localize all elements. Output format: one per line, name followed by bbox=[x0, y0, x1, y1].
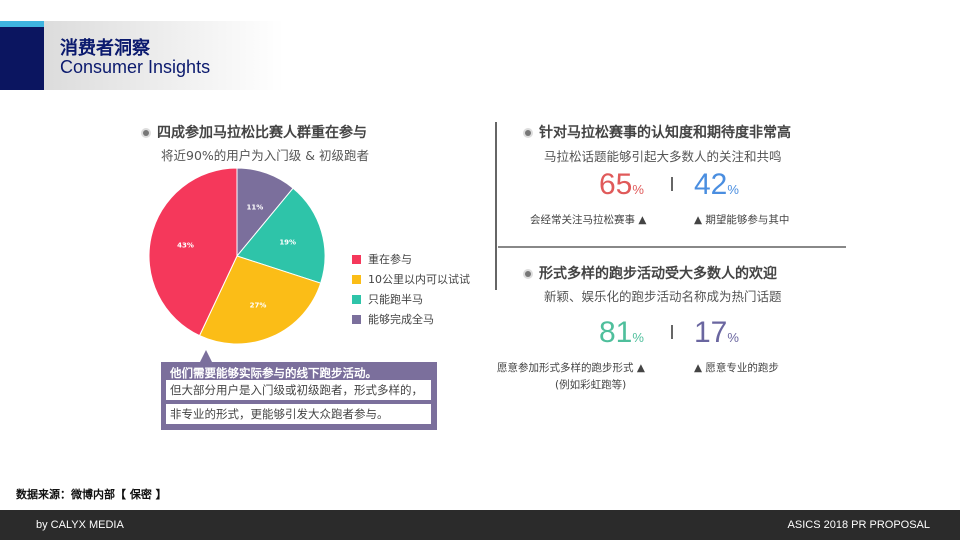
pie-slice bbox=[236, 187, 326, 284]
vertical-divider bbox=[495, 122, 497, 290]
stat-separator bbox=[671, 177, 673, 191]
stat-separator bbox=[671, 325, 673, 339]
legend-label: 能够完成全马 bbox=[368, 313, 434, 326]
stat-unit: % bbox=[632, 182, 644, 197]
stat-65: 65% bbox=[599, 168, 644, 202]
left-heading: 四成参加马拉松比赛人群重在参与 bbox=[143, 122, 367, 142]
legend-item: 能够完成全马 bbox=[352, 311, 434, 327]
header-gradient bbox=[44, 21, 284, 90]
stat-label: ▲ 期望能够参与其中 bbox=[694, 214, 790, 226]
footer-left: by CALYX MEDIA bbox=[36, 519, 124, 531]
legend-label: 10公里以内可以试试 bbox=[368, 273, 470, 286]
legend-label: 重在参与 bbox=[368, 253, 412, 266]
horizontal-divider bbox=[498, 246, 846, 248]
stat-value: 42 bbox=[694, 168, 728, 201]
header-block bbox=[0, 27, 44, 90]
s2-subheading: 新颖、娱乐化的跑步活动名称成为热门话题 bbox=[544, 289, 782, 304]
stat-value: 81 bbox=[599, 316, 633, 349]
callout-line: 非专业的形式，更能够引发大众跑者参与。 bbox=[166, 404, 431, 424]
stat-unit: % bbox=[727, 330, 739, 345]
s2-heading: 形式多样的跑步活动受大多数人的欢迎 bbox=[525, 263, 777, 283]
stat-unit: % bbox=[727, 182, 739, 197]
pie-slice bbox=[198, 255, 322, 345]
s1-subheading: 马拉松话题能够引起大多数人的关注和共鸣 bbox=[544, 149, 782, 164]
footer-bar: by CALYX MEDIA ASICS 2018 PR PROPOSAL bbox=[0, 510, 960, 540]
callout-line: 他们需要能够实际参与的线下跑步活动。 bbox=[170, 366, 377, 380]
page-subtitle: Consumer Insights bbox=[60, 57, 211, 77]
data-source: 数据来源：微博内部【 保密 】 bbox=[16, 488, 167, 501]
pie-data-label: 11% bbox=[247, 203, 264, 211]
left-subheading: 将近90%的用户为入门级 & 初级跑者 bbox=[161, 148, 369, 163]
s1-heading: 针对马拉松赛事的认知度和期待度非常高 bbox=[525, 122, 791, 142]
stat-label: 会经常关注马拉松赛事 ▲ bbox=[530, 214, 647, 226]
legend-item: 10公里以内可以试试 bbox=[352, 271, 470, 287]
bullet-icon bbox=[525, 271, 531, 277]
legend-swatch bbox=[352, 255, 361, 264]
pie-chart: 11% 19% 27% 43% bbox=[148, 167, 326, 345]
s2-heading-text: 形式多样的跑步活动受大多数人的欢迎 bbox=[539, 266, 777, 282]
callout-box: 他们需要能够实际参与的线下跑步活动。 但大部分用户是入门级或初级跑者，形式多样的… bbox=[161, 362, 437, 430]
stat-label: ▲ 愿意专业的跑步 bbox=[694, 362, 779, 374]
callout-pointer bbox=[200, 350, 212, 362]
footer-right: ASICS 2018 PR PROPOSAL bbox=[787, 519, 930, 531]
header-accent-bar bbox=[0, 21, 44, 27]
stat-81: 81% bbox=[599, 316, 644, 350]
legend-label: 只能跑半马 bbox=[368, 293, 423, 306]
legend-item: 只能跑半马 bbox=[352, 291, 423, 307]
legend-item: 重在参与 bbox=[352, 251, 412, 267]
stat-42: 42% bbox=[694, 168, 739, 202]
stat-17: 17% bbox=[694, 316, 739, 350]
bullet-icon bbox=[143, 130, 149, 136]
stat-unit: % bbox=[632, 330, 644, 345]
pie-data-label: 27% bbox=[250, 301, 267, 309]
stat-value: 17 bbox=[694, 316, 728, 349]
legend-swatch bbox=[352, 275, 361, 284]
s1-heading-text: 针对马拉松赛事的认知度和期待度非常高 bbox=[539, 125, 791, 141]
stat-value: 65 bbox=[599, 168, 633, 201]
callout-line: 但大部分用户是入门级或初级跑者，形式多样的， bbox=[166, 380, 431, 400]
stat-label-note: (例如彩虹跑等) bbox=[555, 379, 627, 391]
pie-data-label: 43% bbox=[177, 241, 194, 249]
bullet-icon bbox=[525, 130, 531, 136]
stat-label: 愿意参加形式多样的跑步形式 ▲ bbox=[497, 362, 645, 374]
legend-swatch bbox=[352, 315, 361, 324]
page-title: 消费者洞察 bbox=[60, 38, 150, 59]
pie-slice bbox=[148, 167, 238, 337]
pie-data-label: 19% bbox=[279, 238, 296, 246]
legend-swatch bbox=[352, 295, 361, 304]
left-heading-text: 四成参加马拉松比赛人群重在参与 bbox=[157, 125, 367, 141]
